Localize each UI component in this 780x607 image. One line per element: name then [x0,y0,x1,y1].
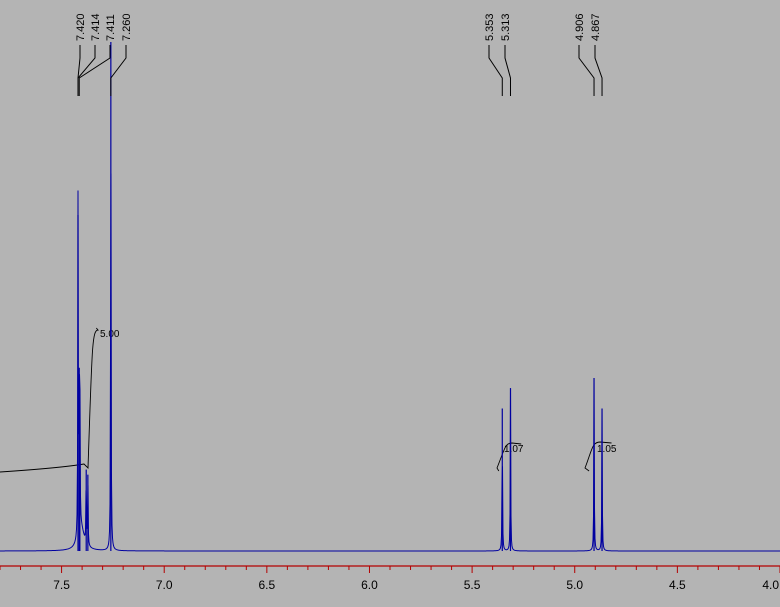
peak-leader-line [77,45,96,96]
peak-label: 7.260 [121,13,133,41]
peak-leader-line [594,45,603,96]
integral-curve [496,442,522,472]
peak-leader-line [488,45,503,96]
axis-tick-label: 4.0 [762,578,779,592]
axis-tick-label: 7.0 [156,578,173,592]
spectrum-trace [0,42,780,552]
integral-curve [584,441,612,472]
peak-leader-line [578,45,595,96]
spectrum-line [0,173,780,552]
peak-label: 4.867 [590,13,602,41]
peak-leader-line [110,45,127,96]
integral-curve [0,327,99,473]
peak-label: 7.411 [105,14,117,41]
peak-leader-line [78,45,111,96]
axis-tick-label: 4.5 [669,578,686,592]
integral-value: 1.05 [597,444,617,455]
peak-label: 5.353 [484,13,496,41]
peak-label: 5.313 [500,13,512,41]
axis-tick-label: 6.5 [258,578,275,592]
peak-label-group: 7.420 7.414 7.411 7.260 5.353 5.313 4.906 4.867 [75,13,603,96]
peak-label: 7.420 [75,13,87,41]
axis-tick-label: 5.0 [566,578,583,592]
axis-tick-label: 6.0 [361,578,378,592]
ppm-axis: 7.5 7.0 6.5 6.0 5.5 5.0 4.5 4.0 [0,565,780,592]
integral-curves: 5.00 1.07 1.05 [0,327,617,473]
integral-value: 5.00 [100,329,120,340]
peak-label: 4.906 [574,13,586,41]
peak-leader-line [504,45,511,96]
axis-tick-label: 7.5 [53,578,70,592]
integral-value: 1.07 [504,444,524,455]
peak-label: 7.414 [90,13,102,41]
axis-tick-label: 5.5 [464,578,481,592]
